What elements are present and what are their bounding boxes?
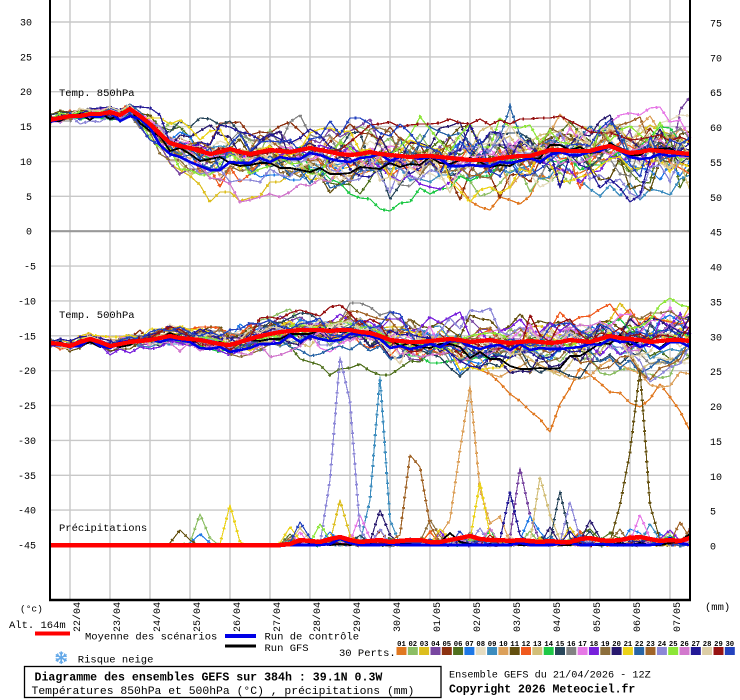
- svg-text:-40: -40: [18, 507, 36, 518]
- svg-text:04/05: 04/05: [552, 602, 564, 632]
- svg-text:27/04: 27/04: [272, 602, 284, 632]
- svg-text:Diagramme des ensembles GEFS s: Diagramme des ensembles GEFS sur 384h : …: [35, 672, 383, 685]
- svg-text:Temp. 850hPa: Temp. 850hPa: [59, 88, 135, 100]
- svg-text:0: 0: [26, 228, 32, 239]
- svg-text:Précipitations: Précipitations: [59, 523, 147, 535]
- svg-text:11: 11: [510, 641, 519, 649]
- svg-text:Moyenne des scénarios: Moyenne des scénarios: [85, 632, 217, 644]
- svg-text:01/05: 01/05: [432, 602, 444, 632]
- svg-text:05/05: 05/05: [592, 602, 604, 632]
- svg-text:50: 50: [710, 194, 722, 205]
- svg-text:Run GFS: Run GFS: [265, 643, 309, 655]
- svg-text:-10: -10: [18, 297, 36, 308]
- svg-text:24: 24: [658, 641, 667, 649]
- svg-text:60: 60: [710, 124, 722, 135]
- svg-text:Temp. 500hPa: Temp. 500hPa: [59, 310, 135, 322]
- svg-text:40: 40: [710, 264, 722, 275]
- svg-text:15: 15: [556, 641, 565, 649]
- svg-text:Alt. 164m: Alt. 164m: [9, 620, 66, 632]
- svg-text:07: 07: [465, 641, 474, 649]
- svg-text:25: 25: [20, 53, 32, 64]
- svg-text:Ensemble GEFS du 21/04/2026 -: Ensemble GEFS du 21/04/2026 - 12Z: [449, 670, 651, 682]
- svg-text:-45: -45: [18, 542, 36, 553]
- svg-text:19: 19: [601, 641, 610, 649]
- svg-text:06: 06: [454, 641, 463, 649]
- svg-text:06/05: 06/05: [632, 602, 644, 632]
- svg-text:10: 10: [710, 473, 722, 484]
- svg-text:17: 17: [578, 641, 587, 649]
- svg-text:13: 13: [533, 641, 542, 649]
- svg-text:29: 29: [714, 641, 723, 649]
- svg-text:09: 09: [488, 641, 497, 649]
- svg-text:03/05: 03/05: [512, 602, 524, 632]
- svg-text:-30: -30: [18, 437, 36, 448]
- svg-text:27: 27: [691, 641, 700, 649]
- svg-text:02: 02: [408, 641, 417, 649]
- svg-text:23: 23: [646, 641, 655, 649]
- svg-text:30: 30: [710, 333, 722, 344]
- svg-text:15: 15: [20, 123, 32, 134]
- svg-text:30: 30: [725, 641, 734, 649]
- svg-text:Run de contrôle: Run de contrôle: [265, 632, 360, 644]
- svg-text:30 Perts.: 30 Perts.: [339, 648, 396, 660]
- svg-text:28/04: 28/04: [312, 602, 324, 632]
- svg-text:07/05: 07/05: [672, 602, 684, 632]
- svg-text:16: 16: [567, 641, 576, 649]
- svg-text:-25: -25: [18, 402, 36, 413]
- svg-text:04: 04: [431, 641, 440, 649]
- svg-text:20: 20: [612, 641, 621, 649]
- svg-text:70: 70: [710, 54, 722, 65]
- svg-text:45: 45: [710, 229, 722, 240]
- svg-text:25: 25: [710, 368, 722, 379]
- svg-text:26: 26: [680, 641, 689, 649]
- svg-text:(°c): (°c): [20, 604, 43, 615]
- svg-text:22/04: 22/04: [72, 602, 84, 632]
- svg-text:5: 5: [710, 508, 716, 519]
- svg-text:28: 28: [703, 641, 712, 649]
- svg-text:20: 20: [710, 403, 722, 414]
- svg-text:(mm): (mm): [705, 602, 730, 614]
- svg-text:26/04: 26/04: [232, 602, 244, 632]
- svg-text:03: 03: [420, 641, 429, 649]
- svg-text:14: 14: [544, 641, 553, 649]
- svg-text:25: 25: [669, 641, 678, 649]
- svg-text:20: 20: [20, 88, 32, 99]
- svg-text:-15: -15: [18, 332, 36, 343]
- svg-text:02/05: 02/05: [472, 602, 484, 632]
- svg-text:15: 15: [710, 438, 722, 449]
- svg-text:10: 10: [499, 641, 508, 649]
- svg-text:Températures 850hPa et 500hPa: Températures 850hPa et 500hPa (°C) , pré…: [32, 686, 415, 698]
- svg-text:23/04: 23/04: [112, 602, 124, 632]
- svg-text:Risque neige: Risque neige: [78, 655, 154, 667]
- svg-text:75: 75: [710, 20, 722, 31]
- svg-text:0: 0: [710, 543, 716, 554]
- svg-text:-20: -20: [18, 367, 36, 378]
- svg-text:30: 30: [20, 19, 32, 30]
- svg-text:-5: -5: [24, 263, 36, 274]
- svg-text:24/04: 24/04: [152, 602, 164, 632]
- svg-text:-35: -35: [18, 472, 36, 483]
- svg-text:Copyright 2026 Meteociel.fr: Copyright 2026 Meteociel.fr: [449, 684, 635, 697]
- svg-text:01: 01: [397, 641, 406, 649]
- svg-text:65: 65: [710, 89, 722, 100]
- svg-text:30/04: 30/04: [392, 602, 404, 632]
- svg-text:25/04: 25/04: [192, 602, 204, 632]
- svg-text:29/04: 29/04: [352, 602, 364, 632]
- svg-text:22: 22: [635, 641, 644, 649]
- svg-text:08: 08: [476, 641, 485, 649]
- svg-text:05: 05: [442, 641, 451, 649]
- svg-text:55: 55: [710, 159, 722, 170]
- svg-text:5: 5: [26, 193, 32, 204]
- svg-text:10: 10: [20, 158, 32, 169]
- svg-text:18: 18: [590, 641, 599, 649]
- svg-text:12: 12: [522, 641, 531, 649]
- svg-text:21: 21: [624, 641, 633, 649]
- svg-text:35: 35: [710, 298, 722, 309]
